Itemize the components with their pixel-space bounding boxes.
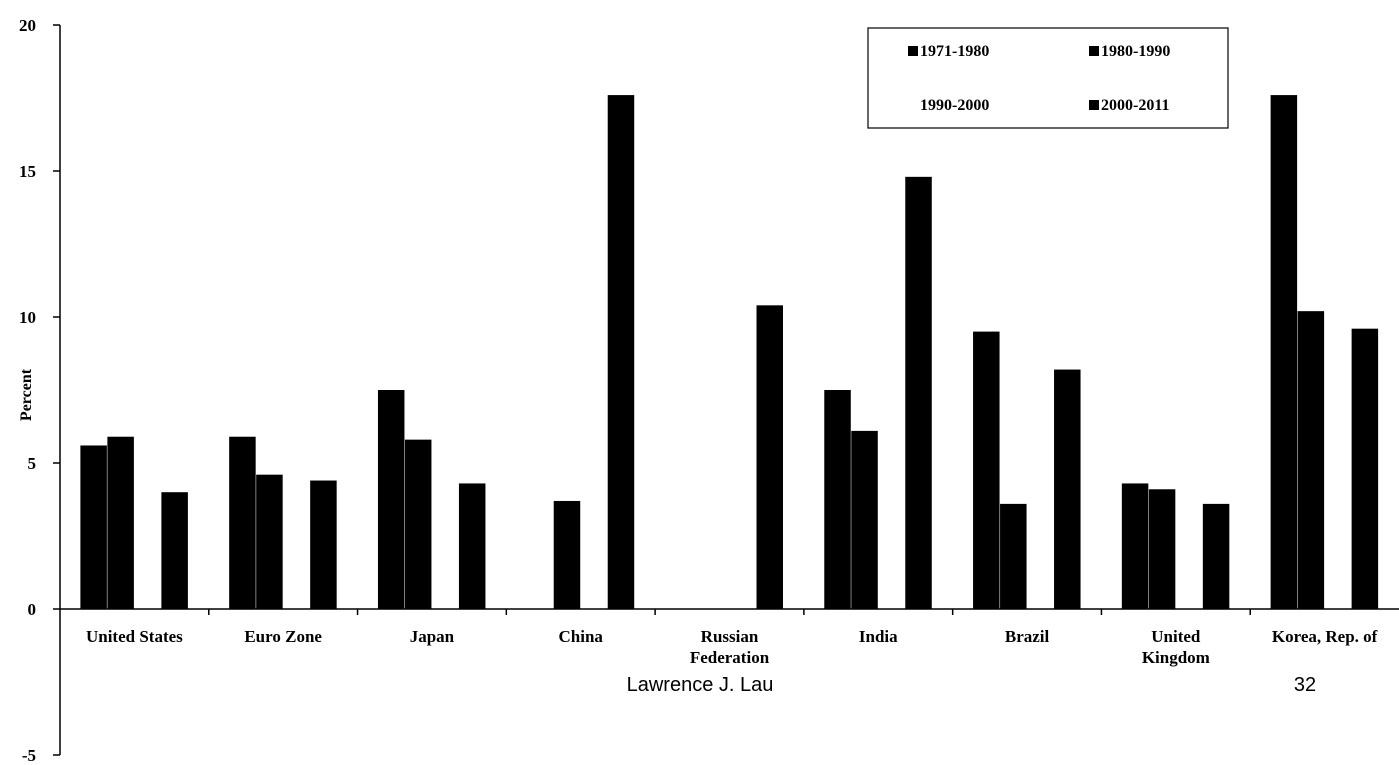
bar-2000-2011 bbox=[905, 176, 932, 609]
y-tick-labels: 20 15 10 5 0 -5 bbox=[19, 16, 36, 765]
footer-page-number: 32 bbox=[1294, 674, 1316, 696]
bar-1980-1990 bbox=[1148, 489, 1176, 609]
bar-1980-1990 bbox=[851, 430, 878, 609]
category-label: Federation bbox=[690, 648, 770, 667]
bar-2000-2011 bbox=[310, 480, 337, 609]
bar-2000-2011 bbox=[458, 483, 486, 609]
bar-1980-1990 bbox=[404, 439, 432, 609]
chart-bars bbox=[80, 95, 1379, 609]
bar-2000-2011 bbox=[607, 95, 635, 609]
bar-1980-1990 bbox=[1000, 503, 1027, 609]
category-label: Korea, Rep. of bbox=[1272, 627, 1378, 646]
category-label: United States bbox=[86, 627, 183, 646]
category-label: Russian bbox=[701, 627, 759, 646]
bar-1971-1980 bbox=[1121, 483, 1149, 609]
y-tick-label: 0 bbox=[28, 600, 37, 619]
bar-1971-1980 bbox=[824, 390, 851, 609]
bar-2000-2011 bbox=[1202, 503, 1230, 609]
y-tick-label: 10 bbox=[19, 308, 36, 327]
bar-1980-1990 bbox=[1297, 311, 1325, 609]
category-label: Euro Zone bbox=[244, 627, 322, 646]
category-label: United bbox=[1151, 627, 1201, 646]
category-label: Kingdom bbox=[1142, 648, 1210, 667]
legend-box bbox=[867, 27, 1229, 129]
y-tick-label: 20 bbox=[19, 16, 36, 35]
y-tick-label: 15 bbox=[19, 162, 36, 181]
bar-1980-1990 bbox=[256, 474, 283, 609]
legend-entry: 1990-2000 bbox=[920, 97, 989, 114]
category-label: Brazil bbox=[1005, 627, 1050, 646]
bar-1971-1980 bbox=[377, 390, 405, 609]
bar-1971-1980 bbox=[229, 436, 256, 609]
bar-1971-1980 bbox=[80, 445, 107, 609]
bar-2000-2011 bbox=[756, 305, 783, 609]
bar-1980-1990 bbox=[553, 500, 581, 609]
bar-1971-1980 bbox=[973, 331, 1000, 609]
category-label: India bbox=[859, 627, 898, 646]
legend-entry: 1971-1980 bbox=[920, 43, 989, 60]
footer-author: Lawrence J. Lau bbox=[627, 674, 774, 696]
legend-swatch bbox=[908, 46, 918, 56]
y-tick-label: -5 bbox=[22, 746, 36, 765]
bar-2000-2011 bbox=[1054, 369, 1081, 609]
category-labels: United States Euro Zone Japan China Russian F… bbox=[86, 627, 1378, 667]
bar-2000-2011 bbox=[1351, 328, 1379, 609]
legend-entry: 2000-2011 bbox=[1101, 97, 1169, 114]
bar-2000-2011 bbox=[161, 492, 188, 609]
category-label: China bbox=[559, 627, 604, 646]
y-tick-label: 5 bbox=[28, 454, 37, 473]
category-label: Japan bbox=[410, 627, 455, 646]
bar-1980-1990 bbox=[107, 436, 134, 609]
legend-swatch bbox=[1089, 100, 1099, 110]
legend-swatch bbox=[1089, 46, 1099, 56]
legend: 1971-1980 1980-1990 1990-2000 2000-2011 bbox=[867, 27, 1229, 129]
chart-axes bbox=[53, 24, 1399, 756]
legend-entry: 1980-1990 bbox=[1101, 43, 1170, 60]
bar-1971-1980 bbox=[1270, 95, 1298, 609]
y-axis-label: Percent bbox=[18, 368, 35, 421]
